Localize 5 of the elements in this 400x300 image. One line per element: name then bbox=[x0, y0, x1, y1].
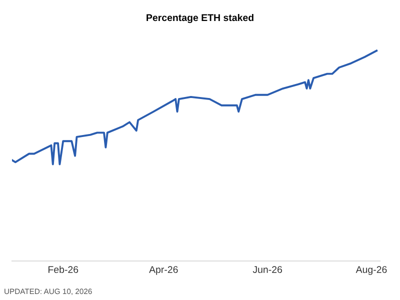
x-tick-label: Feb-26 bbox=[48, 266, 78, 273]
chart-title: Percentage ETH staked bbox=[146, 14, 254, 24]
x-tick-label: Aug-26 bbox=[356, 266, 387, 275]
x-tick-label: Jun-26 bbox=[252, 266, 282, 273]
x-tick-label: Apr-26 bbox=[149, 266, 178, 275]
